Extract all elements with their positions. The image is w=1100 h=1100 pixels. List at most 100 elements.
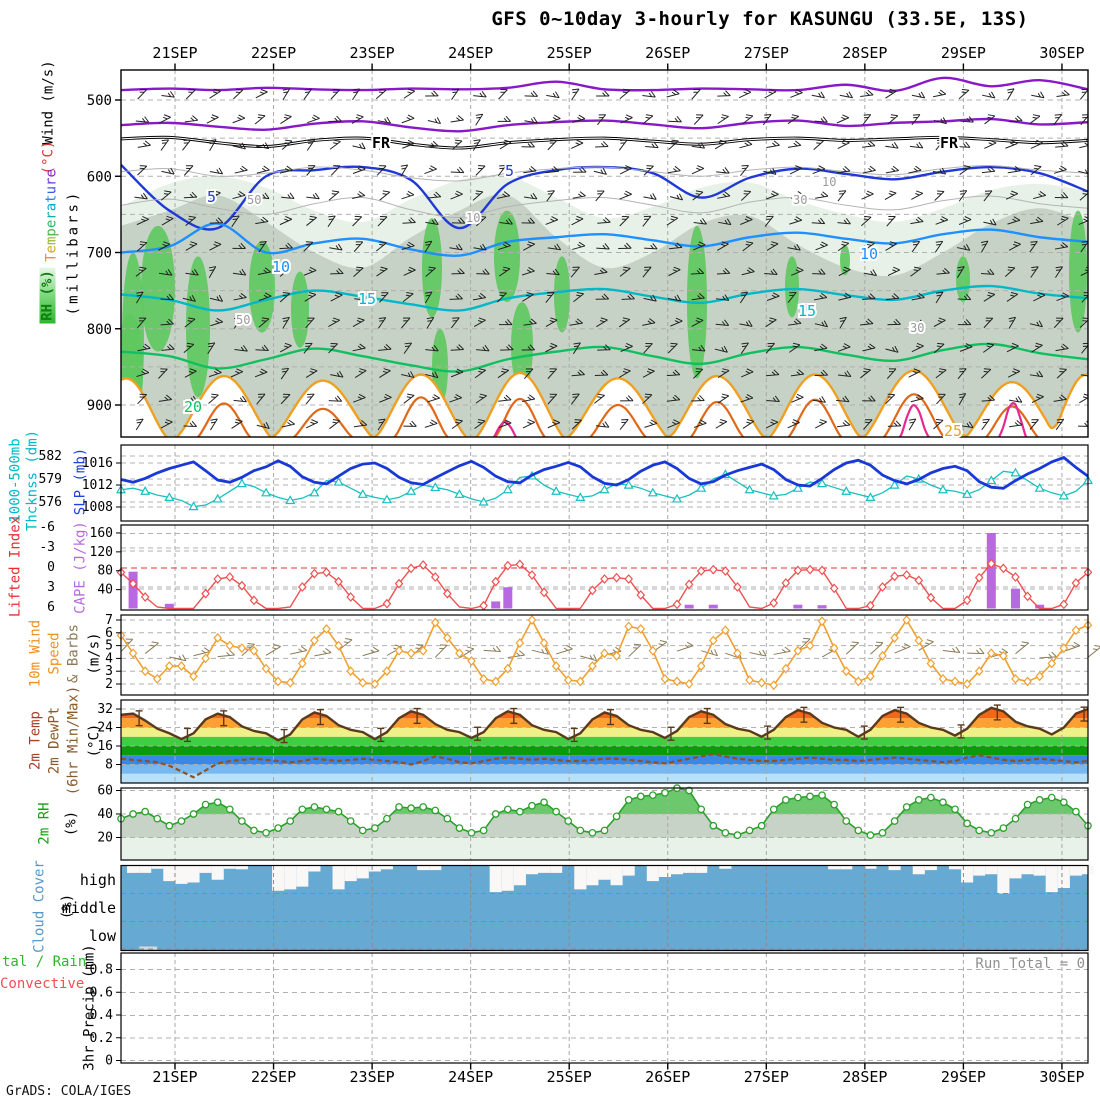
high-cloud-bar <box>840 866 853 870</box>
thickness-marker <box>937 484 948 494</box>
date-label-top: 23SEP <box>350 44 395 62</box>
li-marker <box>527 570 537 580</box>
date-label-top: 27SEP <box>744 44 789 62</box>
precip-panel <box>116 952 1089 1070</box>
svg-text:0: 0 <box>47 560 55 575</box>
thickness-marker <box>478 496 489 506</box>
rh-marker <box>201 800 210 809</box>
cape-bar <box>1035 604 1045 609</box>
rh-marker <box>1035 796 1044 804</box>
li-marker <box>430 572 440 582</box>
rh-marker <box>661 788 669 797</box>
rh-marker <box>564 817 573 825</box>
li-marker <box>406 563 416 574</box>
wind-marker <box>1059 643 1069 654</box>
high-cloud-bar <box>574 866 587 890</box>
wind-marker <box>926 658 936 669</box>
low-cloud-mark <box>139 946 158 950</box>
high-cloud-bar <box>1057 866 1070 888</box>
wind-marker <box>140 666 150 677</box>
wind-marker <box>394 645 404 656</box>
date-label-top: 25SEP <box>547 44 592 62</box>
high-cloud-bar <box>272 866 285 891</box>
svg-text:50: 50 <box>247 193 261 207</box>
rh-marker <box>370 824 379 832</box>
date-label-top: 26SEP <box>645 44 690 62</box>
wind-marker <box>829 643 839 654</box>
wind-marker <box>696 661 706 671</box>
svg-text:160: 160 <box>90 526 113 541</box>
wind-marker <box>539 638 549 648</box>
rh-marker <box>842 817 851 825</box>
wind-marker <box>769 680 779 691</box>
rh-marker <box>383 814 391 823</box>
rh-marker <box>854 826 863 835</box>
rh-plume <box>785 256 799 318</box>
wind-marker <box>443 633 452 643</box>
rh-marker <box>878 828 887 837</box>
date-label-top: 29SEP <box>941 44 986 62</box>
temp-band <box>121 736 1088 746</box>
rh2m-panel <box>116 784 1092 861</box>
li-marker <box>298 582 307 592</box>
wind-marker <box>902 615 911 625</box>
svg-text:3: 3 <box>47 580 55 595</box>
temp-band <box>121 746 1088 756</box>
wind-marker <box>781 663 791 674</box>
li-marker <box>829 583 839 594</box>
high-cloud-bar <box>586 866 599 886</box>
high-cloud-bar <box>1033 866 1046 876</box>
rh-marker <box>262 828 270 837</box>
rh-thin-1 <box>121 165 1088 182</box>
rh-plume <box>141 225 175 352</box>
wind-marker <box>1035 671 1044 682</box>
high-cloud-bar <box>163 866 176 882</box>
wind-marker <box>648 645 658 656</box>
svg-text:0.8: 0.8 <box>90 963 113 978</box>
rh-marker <box>516 807 524 816</box>
svg-text:6: 6 <box>105 626 113 641</box>
rh-marker <box>866 831 875 840</box>
svg-text:8: 8 <box>105 758 113 773</box>
rh-marker <box>250 826 258 835</box>
high-cloud-bar <box>828 866 841 870</box>
wind-marker <box>600 648 609 659</box>
li-marker <box>672 599 682 610</box>
thickness-marker <box>551 486 562 495</box>
rh-marker <box>733 831 742 840</box>
temp-line <box>120 706 1089 742</box>
svg-text:16: 16 <box>97 739 113 754</box>
li-marker <box>322 567 331 578</box>
wind-marker <box>866 671 875 682</box>
date-label-bottom: 26SEP <box>645 1068 690 1086</box>
thickness-marker <box>381 494 392 504</box>
high-cloud-bar <box>961 866 974 883</box>
wind-marker <box>708 635 718 646</box>
lifted-index-line <box>120 562 1089 610</box>
wind-marker <box>950 676 960 687</box>
li-marker <box>310 568 319 579</box>
cape-bar <box>128 571 138 609</box>
svg-text:1012: 1012 <box>82 478 113 493</box>
convective-label: Convective <box>0 976 85 992</box>
thickness-marker <box>1034 482 1045 492</box>
wind-marker <box>974 666 984 677</box>
svg-text:2: 2 <box>105 677 113 692</box>
rh-marker <box>1023 800 1032 809</box>
rh-marker <box>818 791 826 800</box>
high-cloud-bar <box>296 866 309 887</box>
li-marker <box>987 558 996 569</box>
rh-marker <box>685 786 693 795</box>
high-cloud-bar <box>284 866 297 890</box>
svg-text:10: 10 <box>466 211 480 225</box>
svg-text:40: 40 <box>97 583 113 598</box>
thickness-marker <box>841 486 852 495</box>
wind-marker <box>491 676 501 687</box>
rh-marker <box>431 806 440 815</box>
thickness-marker <box>140 486 151 495</box>
wind-marker <box>213 633 222 643</box>
svg-text:10: 10 <box>272 258 290 276</box>
high-cloud-bar <box>344 866 357 882</box>
wind-marker <box>1023 676 1032 687</box>
svg-text:0.2: 0.2 <box>90 1031 113 1046</box>
